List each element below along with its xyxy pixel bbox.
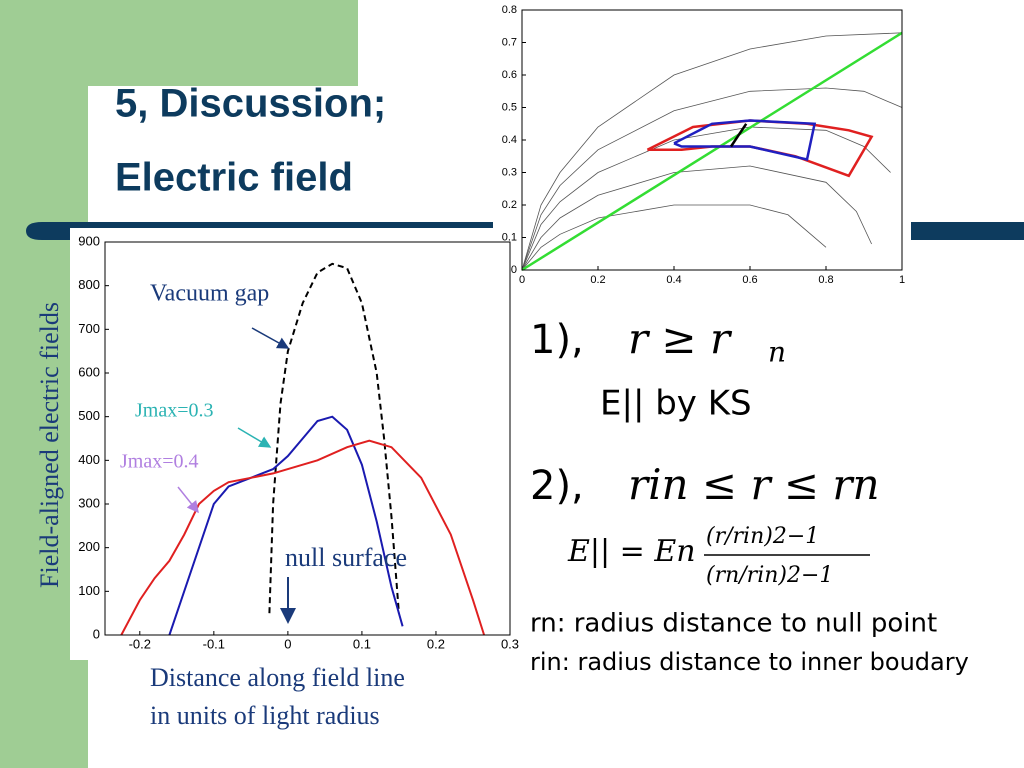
y-tick-label: 0.3 — [502, 166, 517, 178]
field-line-chart: 0 0.1 0.2 0.3 0.4 0.5 0.6 0.7 0.8 0 0.2 0.4 0.6 0.8 1 — [502, 4, 905, 286]
data-line — [521, 87, 903, 271]
data-line — [120, 439, 486, 636]
chart-panel — [70, 228, 522, 660]
case-label: 1), — [530, 317, 584, 363]
series-label: Jmax=0.3 — [135, 400, 214, 422]
annotation-arrow — [177, 486, 199, 514]
annotation: null surface — [285, 543, 407, 572]
data-line — [521, 31, 903, 272]
data-line — [673, 119, 817, 162]
annotation-arrow — [237, 427, 272, 448]
y-tick-label: 0 — [511, 264, 517, 276]
data-line — [729, 123, 748, 148]
x-tick-label: 0.4 — [666, 274, 681, 286]
y-tick-label: 0.6 — [502, 69, 517, 81]
y-tick-label: 400 — [78, 452, 100, 467]
case-expr: r ≥ r — [628, 314, 733, 363]
plot-frame — [104, 241, 511, 636]
y-tick-label: 800 — [78, 277, 100, 292]
slide-title: 5, Discussion; — [115, 82, 386, 126]
y-tick-label: 0.5 — [502, 101, 517, 113]
x-tick-label: 0.6 — [742, 274, 757, 286]
case-label: 2), — [530, 463, 584, 509]
y-tick-label: 900 — [78, 233, 100, 248]
formula-numerator: (r/rin)2−1 — [706, 524, 819, 549]
y-tick-label: 100 — [78, 583, 100, 598]
y-tick-label: 0.1 — [502, 231, 517, 243]
chart-panel — [493, 0, 911, 290]
x-tick-label: 0 — [284, 636, 291, 651]
x-tick-label: 1 — [899, 274, 905, 286]
x-axis-label: Distance along field line — [150, 663, 405, 692]
y-tick-label: 0 — [93, 626, 100, 641]
y-tick-label: 300 — [78, 495, 100, 510]
electric-field-chart: 0 100 200 300 400 500 600 700 800 900 -0.2 -0.1 0 0.1… — [35, 233, 519, 730]
annotation-arrow — [251, 327, 290, 349]
plot-frame — [521, 9, 903, 271]
y-tick-label: 0.8 — [502, 4, 517, 16]
y-tick-label: 600 — [78, 364, 100, 379]
data-line — [168, 415, 404, 636]
x-tick-label: 0.2 — [427, 636, 445, 651]
data-line — [521, 126, 891, 271]
x-tick-label: 0 — [519, 274, 525, 286]
series-label: Vacuum gap — [150, 281, 269, 307]
y-tick-label: 200 — [78, 539, 100, 554]
top-band — [0, 0, 358, 86]
case-expr: rin ≤ r ≤ rn — [628, 460, 880, 509]
y-tick-label: 500 — [78, 408, 100, 423]
data-line — [268, 262, 400, 614]
data-line — [521, 204, 827, 271]
y-tick-label: 700 — [78, 321, 100, 336]
x-tick-label: 0.1 — [353, 636, 371, 651]
series-label: Jmax=0.4 — [120, 451, 199, 473]
data-line — [521, 165, 872, 271]
formula-lhs: E|| = En — [567, 534, 696, 569]
x-axis-label: in units of light radius — [150, 701, 380, 730]
case-sub: n — [768, 336, 786, 369]
x-tick-label: 0.8 — [818, 274, 833, 286]
x-tick-label: -0.2 — [129, 636, 151, 651]
x-tick-label: -0.1 — [203, 636, 225, 651]
y-tick-label: 0.7 — [502, 36, 517, 48]
formula-denominator: (rn/rin)2−1 — [706, 563, 833, 588]
x-tick-label: 0.3 — [501, 636, 519, 651]
y-tick-label: 0.2 — [502, 199, 517, 211]
y-tick-label: 0.4 — [502, 134, 517, 146]
x-tick-label: 0.2 — [590, 274, 605, 286]
slide-title: Electric field — [115, 156, 353, 200]
definition: rn: radius distance to null point — [530, 609, 937, 639]
data-line — [521, 32, 903, 271]
case-note: E|| by KS — [600, 384, 752, 424]
y-axis-label: Field-aligned electric fields — [35, 302, 64, 588]
definition: rin: radius distance to inner boudary — [530, 648, 969, 676]
